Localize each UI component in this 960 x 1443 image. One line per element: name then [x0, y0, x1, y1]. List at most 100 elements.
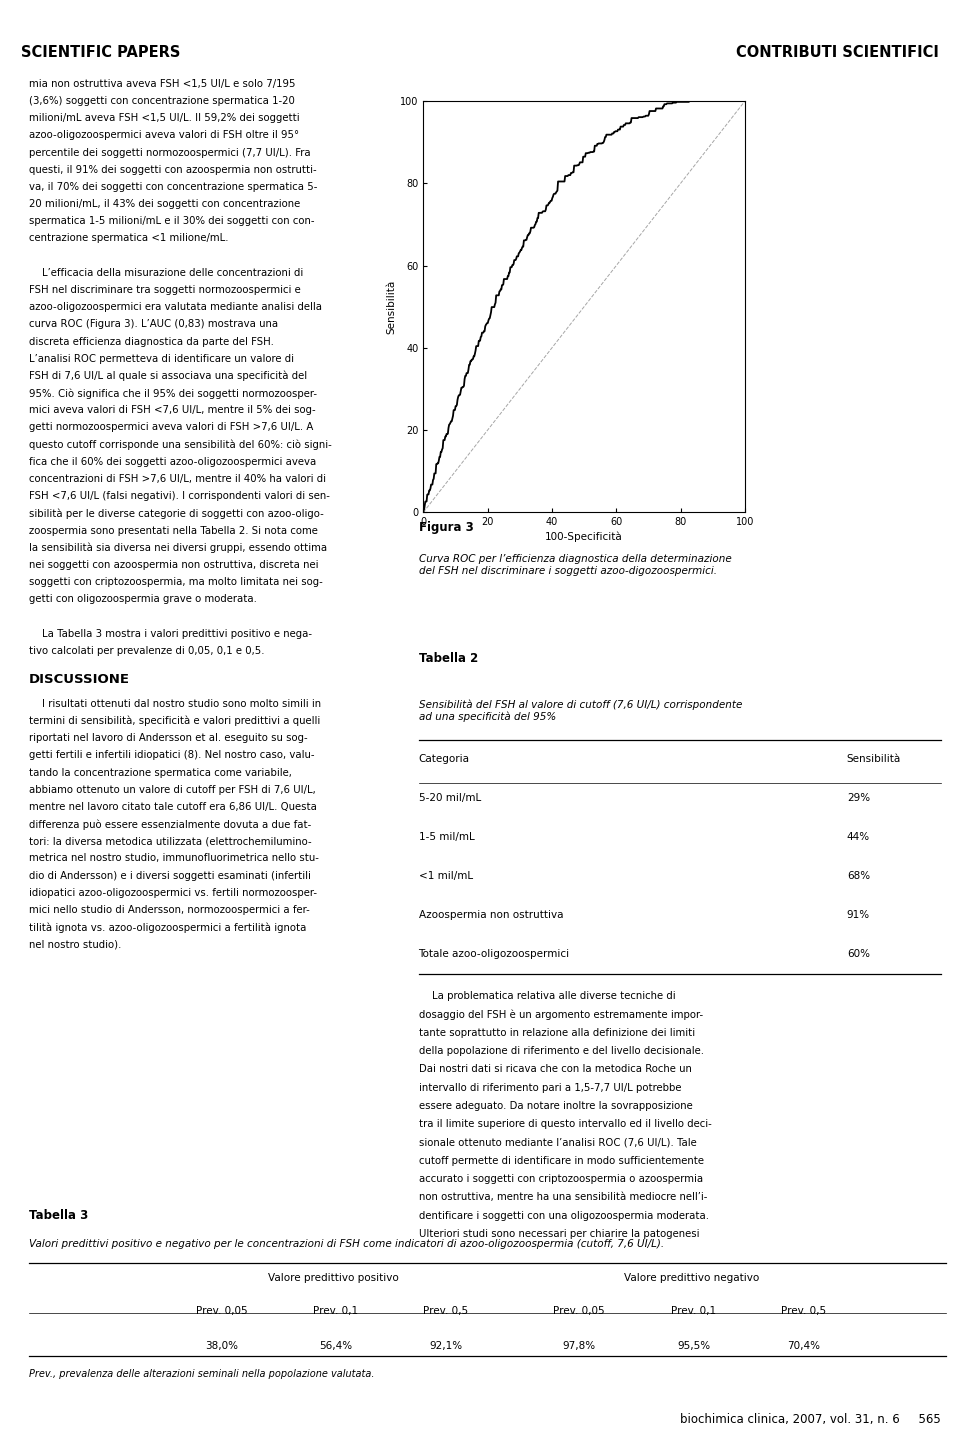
Text: Prev., prevalenza delle alterazioni seminali nella popolazione valutata.: Prev., prevalenza delle alterazioni semi…: [29, 1368, 374, 1378]
Text: La Tabella 3 mostra i valori predittivi positivo e nega-: La Tabella 3 mostra i valori predittivi …: [29, 629, 312, 639]
Text: 68%: 68%: [847, 872, 870, 882]
Text: tra il limite superiore di questo intervallo ed il livello deci-: tra il limite superiore di questo interv…: [419, 1120, 711, 1128]
Text: dentificare i soggetti con una oligozoospermia moderata.: dentificare i soggetti con una oligozoos…: [419, 1211, 708, 1221]
Text: SCIENTIFIC PAPERS: SCIENTIFIC PAPERS: [21, 45, 180, 59]
Text: sionale ottenuto mediante l’analisi ROC (7,6 UI/L). Tale: sionale ottenuto mediante l’analisi ROC …: [419, 1137, 696, 1147]
Text: concentrazioni di FSH >7,6 UI/L, mentre il 40% ha valori di: concentrazioni di FSH >7,6 UI/L, mentre …: [29, 475, 325, 483]
Text: tori: la diversa metodica utilizzata (elettrochemilumino-: tori: la diversa metodica utilizzata (el…: [29, 837, 311, 846]
Text: nel nostro studio).: nel nostro studio).: [29, 939, 121, 949]
Text: differenza può essere essenzialmente dovuta a due fat-: differenza può essere essenzialmente dov…: [29, 820, 311, 830]
Text: mia non ostruttiva aveva FSH <1,5 UI/L e solo 7/195: mia non ostruttiva aveva FSH <1,5 UI/L e…: [29, 79, 296, 89]
Text: getti con oligozoospermia grave o moderata.: getti con oligozoospermia grave o modera…: [29, 595, 256, 605]
Text: 5-20 mil/mL: 5-20 mil/mL: [419, 794, 481, 804]
Text: Figura 3: Figura 3: [419, 521, 473, 534]
Text: la sensibilità sia diversa nei diversi gruppi, essendo ottima: la sensibilità sia diversa nei diversi g…: [29, 543, 327, 553]
Text: Valori predittivi positivo e negativo per le concentrazioni di FSH come indicato: Valori predittivi positivo e negativo pe…: [29, 1240, 664, 1250]
Text: 1-5 mil/mL: 1-5 mil/mL: [419, 833, 474, 843]
Text: idiopatici azoo-oligozoospermici vs. fertili normozoosper-: idiopatici azoo-oligozoospermici vs. fer…: [29, 887, 317, 898]
Text: cutoff permette di identificare in modo sufficientemente: cutoff permette di identificare in modo …: [419, 1156, 704, 1166]
Text: Prev. 0,1: Prev. 0,1: [313, 1306, 358, 1316]
Text: tando la concentrazione spermatica come variabile,: tando la concentrazione spermatica come …: [29, 768, 292, 778]
Text: metrica nel nostro studio, immunofluorimetrica nello stu-: metrica nel nostro studio, immunofluorim…: [29, 853, 319, 863]
Text: 20 milioni/mL, il 43% dei soggetti con concentrazione: 20 milioni/mL, il 43% dei soggetti con c…: [29, 199, 300, 209]
Text: La problematica relativa alle diverse tecniche di: La problematica relativa alle diverse te…: [419, 991, 675, 1001]
Text: Sensibilità: Sensibilità: [847, 755, 901, 763]
Text: nei soggetti con azoospermia non ostruttiva, discreta nei: nei soggetti con azoospermia non ostrutt…: [29, 560, 319, 570]
Text: accurato i soggetti con criptozoospermia o azoospermia: accurato i soggetti con criptozoospermia…: [419, 1175, 703, 1183]
Text: dio di Andersson) e i diversi soggetti esaminati (infertili: dio di Andersson) e i diversi soggetti e…: [29, 870, 311, 880]
Text: percentile dei soggetti normozoospermici (7,7 UI/L). Fra: percentile dei soggetti normozoospermici…: [29, 147, 310, 157]
Text: tilità ignota vs. azoo-oligozoospermici a fertilità ignota: tilità ignota vs. azoo-oligozoospermici …: [29, 922, 306, 932]
Text: Tabella 3: Tabella 3: [29, 1209, 88, 1222]
Text: intervallo di riferimento pari a 1,5-7,7 UI/L potrebbe: intervallo di riferimento pari a 1,5-7,7…: [419, 1082, 681, 1092]
Text: I risultati ottenuti dal nostro studio sono molto simili in: I risultati ottenuti dal nostro studio s…: [29, 698, 321, 709]
Text: getti fertili e infertili idiopatici (8). Nel nostro caso, valu-: getti fertili e infertili idiopatici (8)…: [29, 750, 314, 760]
Y-axis label: Sensibilità: Sensibilità: [386, 280, 396, 333]
Text: va, il 70% dei soggetti con concentrazione spermatica 5-: va, il 70% dei soggetti con concentrazio…: [29, 182, 317, 192]
Text: dosaggio del FSH è un argomento estremamente impor-: dosaggio del FSH è un argomento estremam…: [419, 1010, 703, 1020]
Text: Categoria: Categoria: [419, 755, 469, 763]
Text: Prev. 0,5: Prev. 0,5: [423, 1306, 468, 1316]
Text: discreta efficienza diagnostica da parte del FSH.: discreta efficienza diagnostica da parte…: [29, 336, 274, 346]
Text: spermatica 1-5 milioni/mL e il 30% dei soggetti con con-: spermatica 1-5 milioni/mL e il 30% dei s…: [29, 216, 314, 227]
Text: soggetti con criptozoospermia, ma molto limitata nei sog-: soggetti con criptozoospermia, ma molto …: [29, 577, 323, 587]
Text: fica che il 60% dei soggetti azoo-oligozoospermici aveva: fica che il 60% dei soggetti azoo-oligoz…: [29, 457, 316, 468]
Text: Sensibilità del FSH al valore di cutoff (7,6 UI/L) corrispondente
ad una specifi: Sensibilità del FSH al valore di cutoff …: [419, 700, 742, 723]
Text: tivo calcolati per prevalenze di 0,05, 0,1 e 0,5.: tivo calcolati per prevalenze di 0,05, 0…: [29, 646, 264, 657]
Text: della popolazione di riferimento e del livello decisionale.: della popolazione di riferimento e del l…: [419, 1046, 704, 1056]
Text: abbiamo ottenuto un valore di cutoff per FSH di 7,6 UI/L,: abbiamo ottenuto un valore di cutoff per…: [29, 785, 316, 795]
Text: termini di sensibilità, specificità e valori predittivi a quelli: termini di sensibilità, specificità e va…: [29, 716, 320, 726]
Text: riportati nel lavoro di Andersson et al. eseguito su sog-: riportati nel lavoro di Andersson et al.…: [29, 733, 307, 743]
Text: sibilità per le diverse categorie di soggetti con azoo-oligo-: sibilità per le diverse categorie di sog…: [29, 508, 324, 519]
Text: 95,5%: 95,5%: [677, 1342, 710, 1352]
Text: azoo-oligozoospermici era valutata mediante analisi della: azoo-oligozoospermici era valutata media…: [29, 302, 322, 312]
Text: questo cutoff corrisponde una sensibilità del 60%: ciò signi-: questo cutoff corrisponde una sensibilit…: [29, 440, 331, 450]
Text: 92,1%: 92,1%: [429, 1342, 463, 1352]
Text: mici nello studio di Andersson, normozoospermici a fer-: mici nello studio di Andersson, normozoo…: [29, 905, 309, 915]
Text: 70,4%: 70,4%: [787, 1342, 820, 1352]
Text: 44%: 44%: [847, 833, 870, 843]
Text: Curva ROC per l’efficienza diagnostica della determinazione
del FSH nel discrimi: Curva ROC per l’efficienza diagnostica d…: [419, 554, 732, 576]
Text: Dai nostri dati si ricava che con la metodica Roche un: Dai nostri dati si ricava che con la met…: [419, 1065, 691, 1074]
Text: 97,8%: 97,8%: [563, 1342, 595, 1352]
Text: non ostruttiva, mentre ha una sensibilità mediocre nell’i-: non ostruttiva, mentre ha una sensibilit…: [419, 1192, 707, 1202]
Text: zoospermia sono presentati nella Tabella 2. Si nota come: zoospermia sono presentati nella Tabella…: [29, 525, 318, 535]
X-axis label: 100-Specificità: 100-Specificità: [545, 531, 623, 541]
Text: FSH di 7,6 UI/L al quale si associava una specificità del: FSH di 7,6 UI/L al quale si associava un…: [29, 371, 307, 381]
Text: Prev. 0,1: Prev. 0,1: [671, 1306, 716, 1316]
Text: Totale azoo-oligozoospermici: Totale azoo-oligozoospermici: [419, 949, 569, 960]
Text: 95%. Ciò significa che il 95% dei soggetti normozoosper-: 95%. Ciò significa che il 95% dei sogget…: [29, 388, 317, 398]
Text: 56,4%: 56,4%: [320, 1342, 352, 1352]
Text: azoo-oligozoospermici aveva valori di FSH oltre il 95°: azoo-oligozoospermici aveva valori di FS…: [29, 130, 299, 140]
Text: 29%: 29%: [847, 794, 870, 804]
Text: tante soprattutto in relazione alla definizione dei limiti: tante soprattutto in relazione alla defi…: [419, 1027, 695, 1038]
Text: centrazione spermatica <1 milione/mL.: centrazione spermatica <1 milione/mL.: [29, 234, 228, 244]
Text: CONTRIBUTI SCIENTIFICI: CONTRIBUTI SCIENTIFICI: [736, 45, 939, 59]
Text: Ulteriori studi sono necessari per chiarire la patogenesi: Ulteriori studi sono necessari per chiar…: [419, 1229, 699, 1238]
Text: (3,6%) soggetti con concentrazione spermatica 1-20: (3,6%) soggetti con concentrazione sperm…: [29, 95, 295, 105]
Text: Tabella 2: Tabella 2: [419, 652, 478, 665]
Text: getti normozoospermici aveva valori di FSH >7,6 UI/L. A: getti normozoospermici aveva valori di F…: [29, 423, 313, 433]
Text: 38,0%: 38,0%: [204, 1342, 238, 1352]
Text: 60%: 60%: [847, 949, 870, 960]
Text: Prev. 0,05: Prev. 0,05: [553, 1306, 605, 1316]
Text: mentre nel lavoro citato tale cutoff era 6,86 UI/L. Questa: mentre nel lavoro citato tale cutoff era…: [29, 802, 317, 812]
Text: essere adeguato. Da notare inoltre la sovrapposizione: essere adeguato. Da notare inoltre la so…: [419, 1101, 692, 1111]
Text: L’analisi ROC permetteva di identificare un valore di: L’analisi ROC permetteva di identificare…: [29, 354, 294, 364]
Text: Valore predittivo positivo: Valore predittivo positivo: [268, 1273, 399, 1283]
Text: FSH <7,6 UI/L (falsi negativi). I corrispondenti valori di sen-: FSH <7,6 UI/L (falsi negativi). I corris…: [29, 491, 329, 501]
Text: Prev. 0,05: Prev. 0,05: [196, 1306, 247, 1316]
Text: DISCUSSIONE: DISCUSSIONE: [29, 672, 130, 685]
Text: questi, il 91% dei soggetti con azoospermia non ostrutti-: questi, il 91% dei soggetti con azoosper…: [29, 165, 317, 175]
Text: curva ROC (Figura 3). L’AUC (0,83) mostrava una: curva ROC (Figura 3). L’AUC (0,83) mostr…: [29, 319, 278, 329]
Text: milioni/mL aveva FSH <1,5 UI/L. Il 59,2% dei soggetti: milioni/mL aveva FSH <1,5 UI/L. Il 59,2%…: [29, 113, 300, 123]
Text: Azoospermia non ostruttiva: Azoospermia non ostruttiva: [419, 911, 564, 921]
Text: FSH nel discriminare tra soggetti normozoospermici e: FSH nel discriminare tra soggetti normoz…: [29, 286, 300, 294]
Text: <1 mil/mL: <1 mil/mL: [419, 872, 472, 882]
Text: biochimica clinica, 2007, vol. 31, n. 6     565: biochimica clinica, 2007, vol. 31, n. 6 …: [680, 1413, 941, 1426]
Text: Valore predittivo negativo: Valore predittivo negativo: [624, 1273, 758, 1283]
Text: 91%: 91%: [847, 911, 870, 921]
Text: Prev. 0,5: Prev. 0,5: [780, 1306, 826, 1316]
Text: L’efficacia della misurazione delle concentrazioni di: L’efficacia della misurazione delle conc…: [29, 268, 303, 278]
Text: mici aveva valori di FSH <7,6 UI/L, mentre il 5% dei sog-: mici aveva valori di FSH <7,6 UI/L, ment…: [29, 405, 316, 416]
